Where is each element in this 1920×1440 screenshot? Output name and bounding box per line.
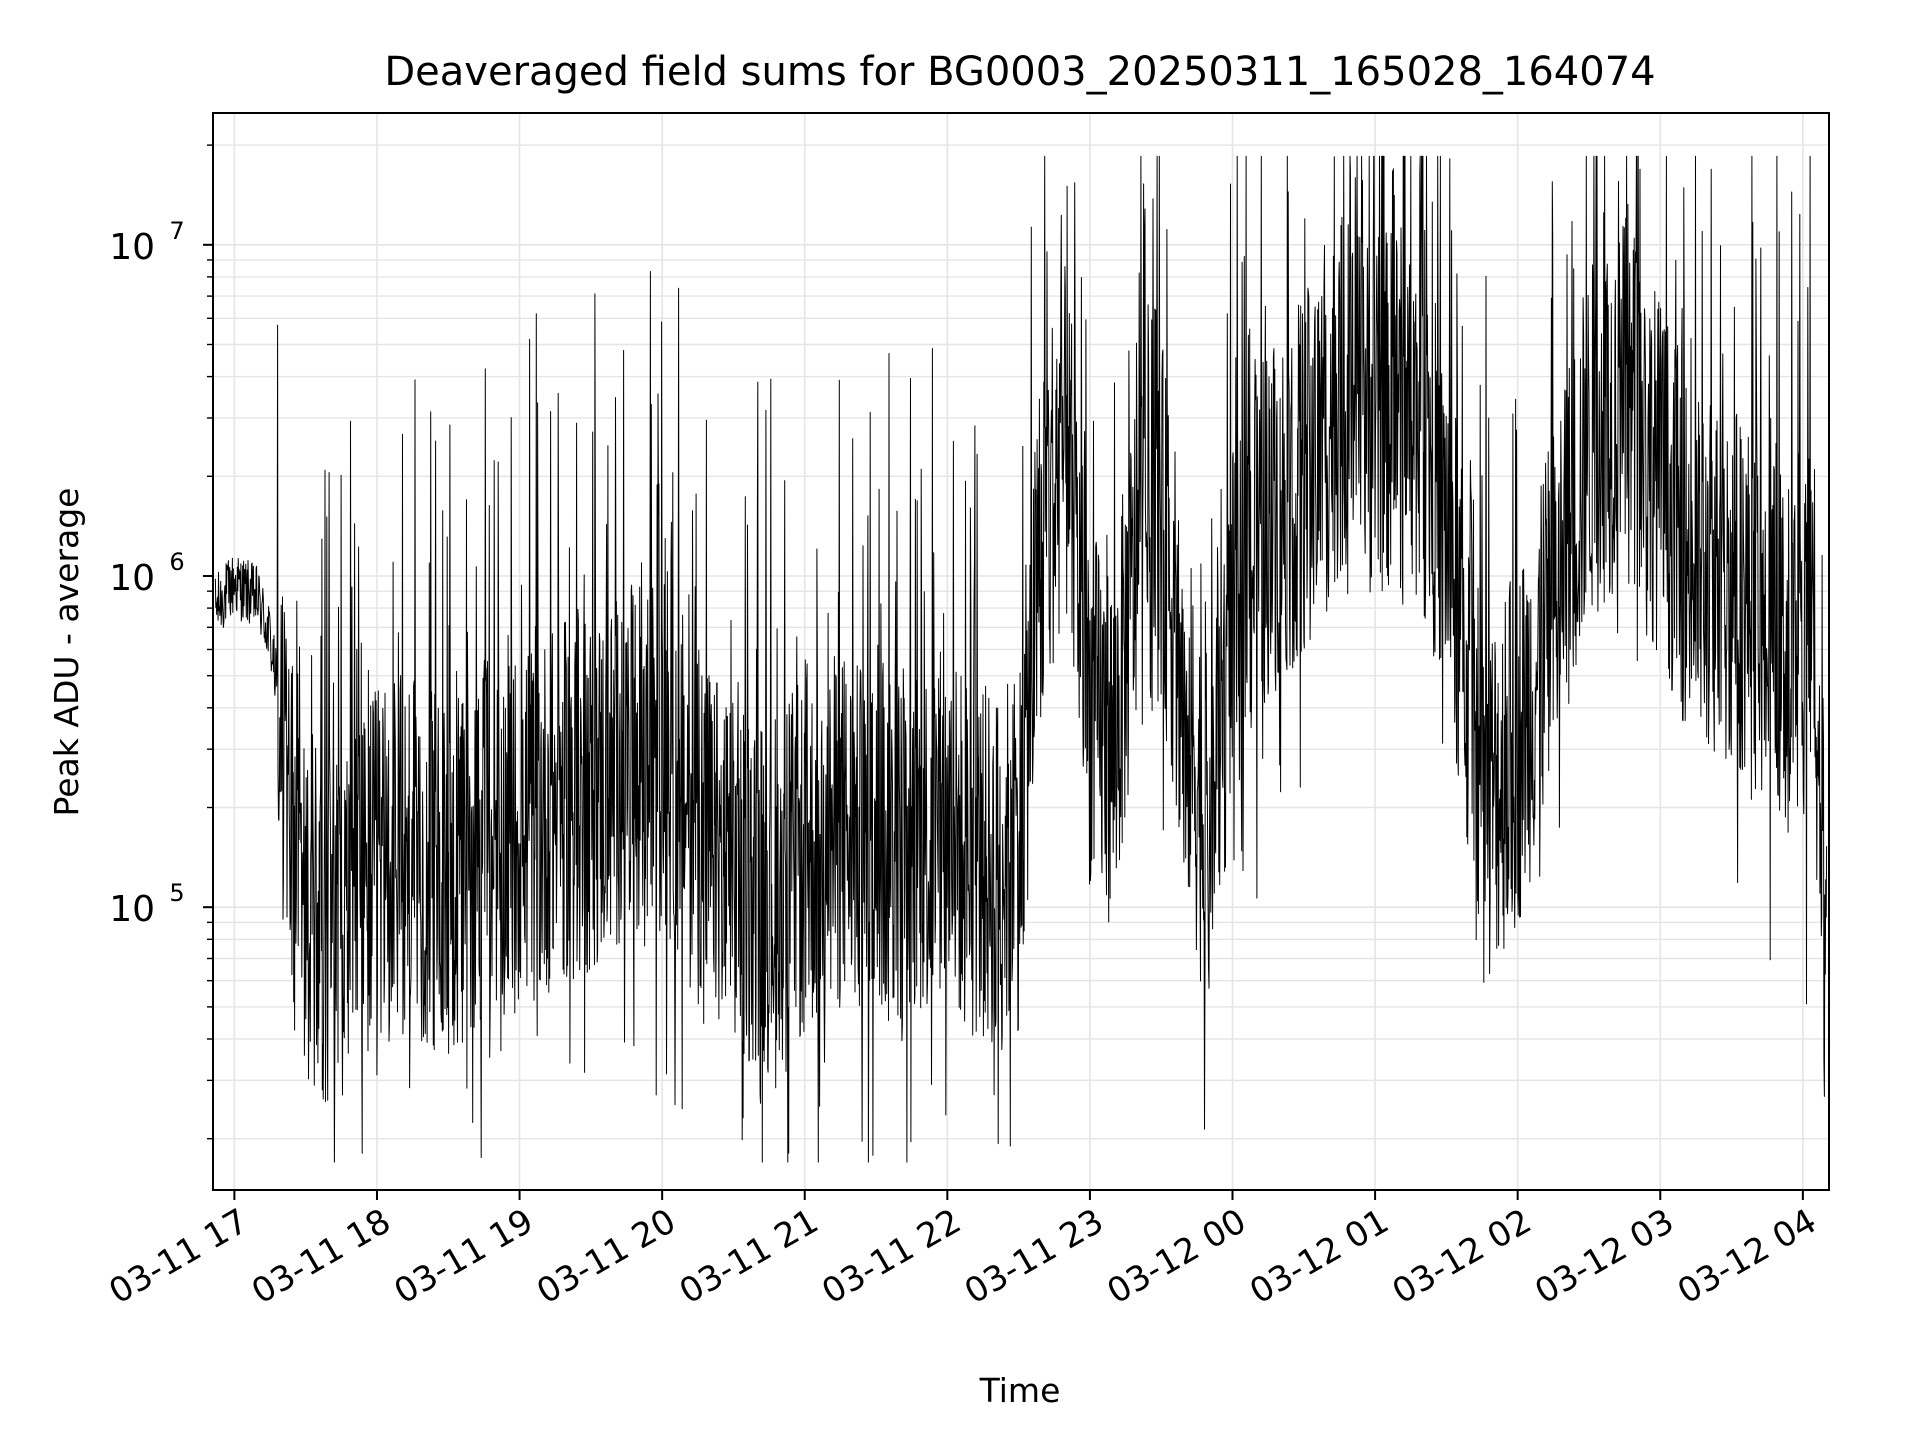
y-axis-label: Peak ADU - average [47, 488, 86, 817]
plot-frame [212, 112, 1830, 1191]
x-tick-label: 03-11 22 [815, 1201, 967, 1312]
y-tick-exponent: 6 [169, 548, 184, 576]
x-axis-label: Time [979, 1371, 1061, 1410]
chart-title: Deaveraged field sums for BG0003_2025031… [384, 49, 1655, 95]
x-tick-label: 03-11 17 [102, 1201, 254, 1312]
x-tick-label: 03-11 20 [530, 1201, 682, 1312]
y-axis: 10 5 10 6 10 7 [109, 144, 213, 1140]
x-tick-label: 03-11 19 [388, 1201, 540, 1312]
x-tick-label: 03-12 00 [1101, 1201, 1253, 1312]
y-tick-exponent: 7 [169, 217, 184, 245]
y-tick-label: 10 [109, 889, 155, 930]
y-tick-label: 10 [109, 558, 155, 599]
x-tick-label: 03-11 18 [245, 1201, 397, 1312]
x-tick-label: 03-11 21 [673, 1201, 825, 1312]
series-line [214, 155, 1828, 1163]
x-tick-label: 03-12 01 [1243, 1201, 1395, 1312]
plot-series [214, 155, 1828, 1163]
x-tick-label: 03-12 03 [1528, 1201, 1680, 1312]
x-tick-label: 03-12 04 [1671, 1201, 1823, 1312]
y-tick-label: 10 [109, 227, 155, 268]
y-tick-exponent: 5 [169, 879, 184, 907]
x-tick-label: 03-11 23 [958, 1201, 1110, 1312]
x-tick-label: 03-12 02 [1386, 1201, 1538, 1312]
